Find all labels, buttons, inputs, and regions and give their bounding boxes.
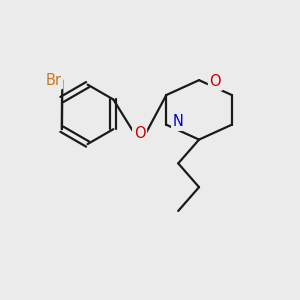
- Text: N: N: [173, 114, 184, 129]
- Text: Br: Br: [45, 73, 62, 88]
- Text: O: O: [134, 126, 146, 141]
- Text: O: O: [210, 74, 221, 89]
